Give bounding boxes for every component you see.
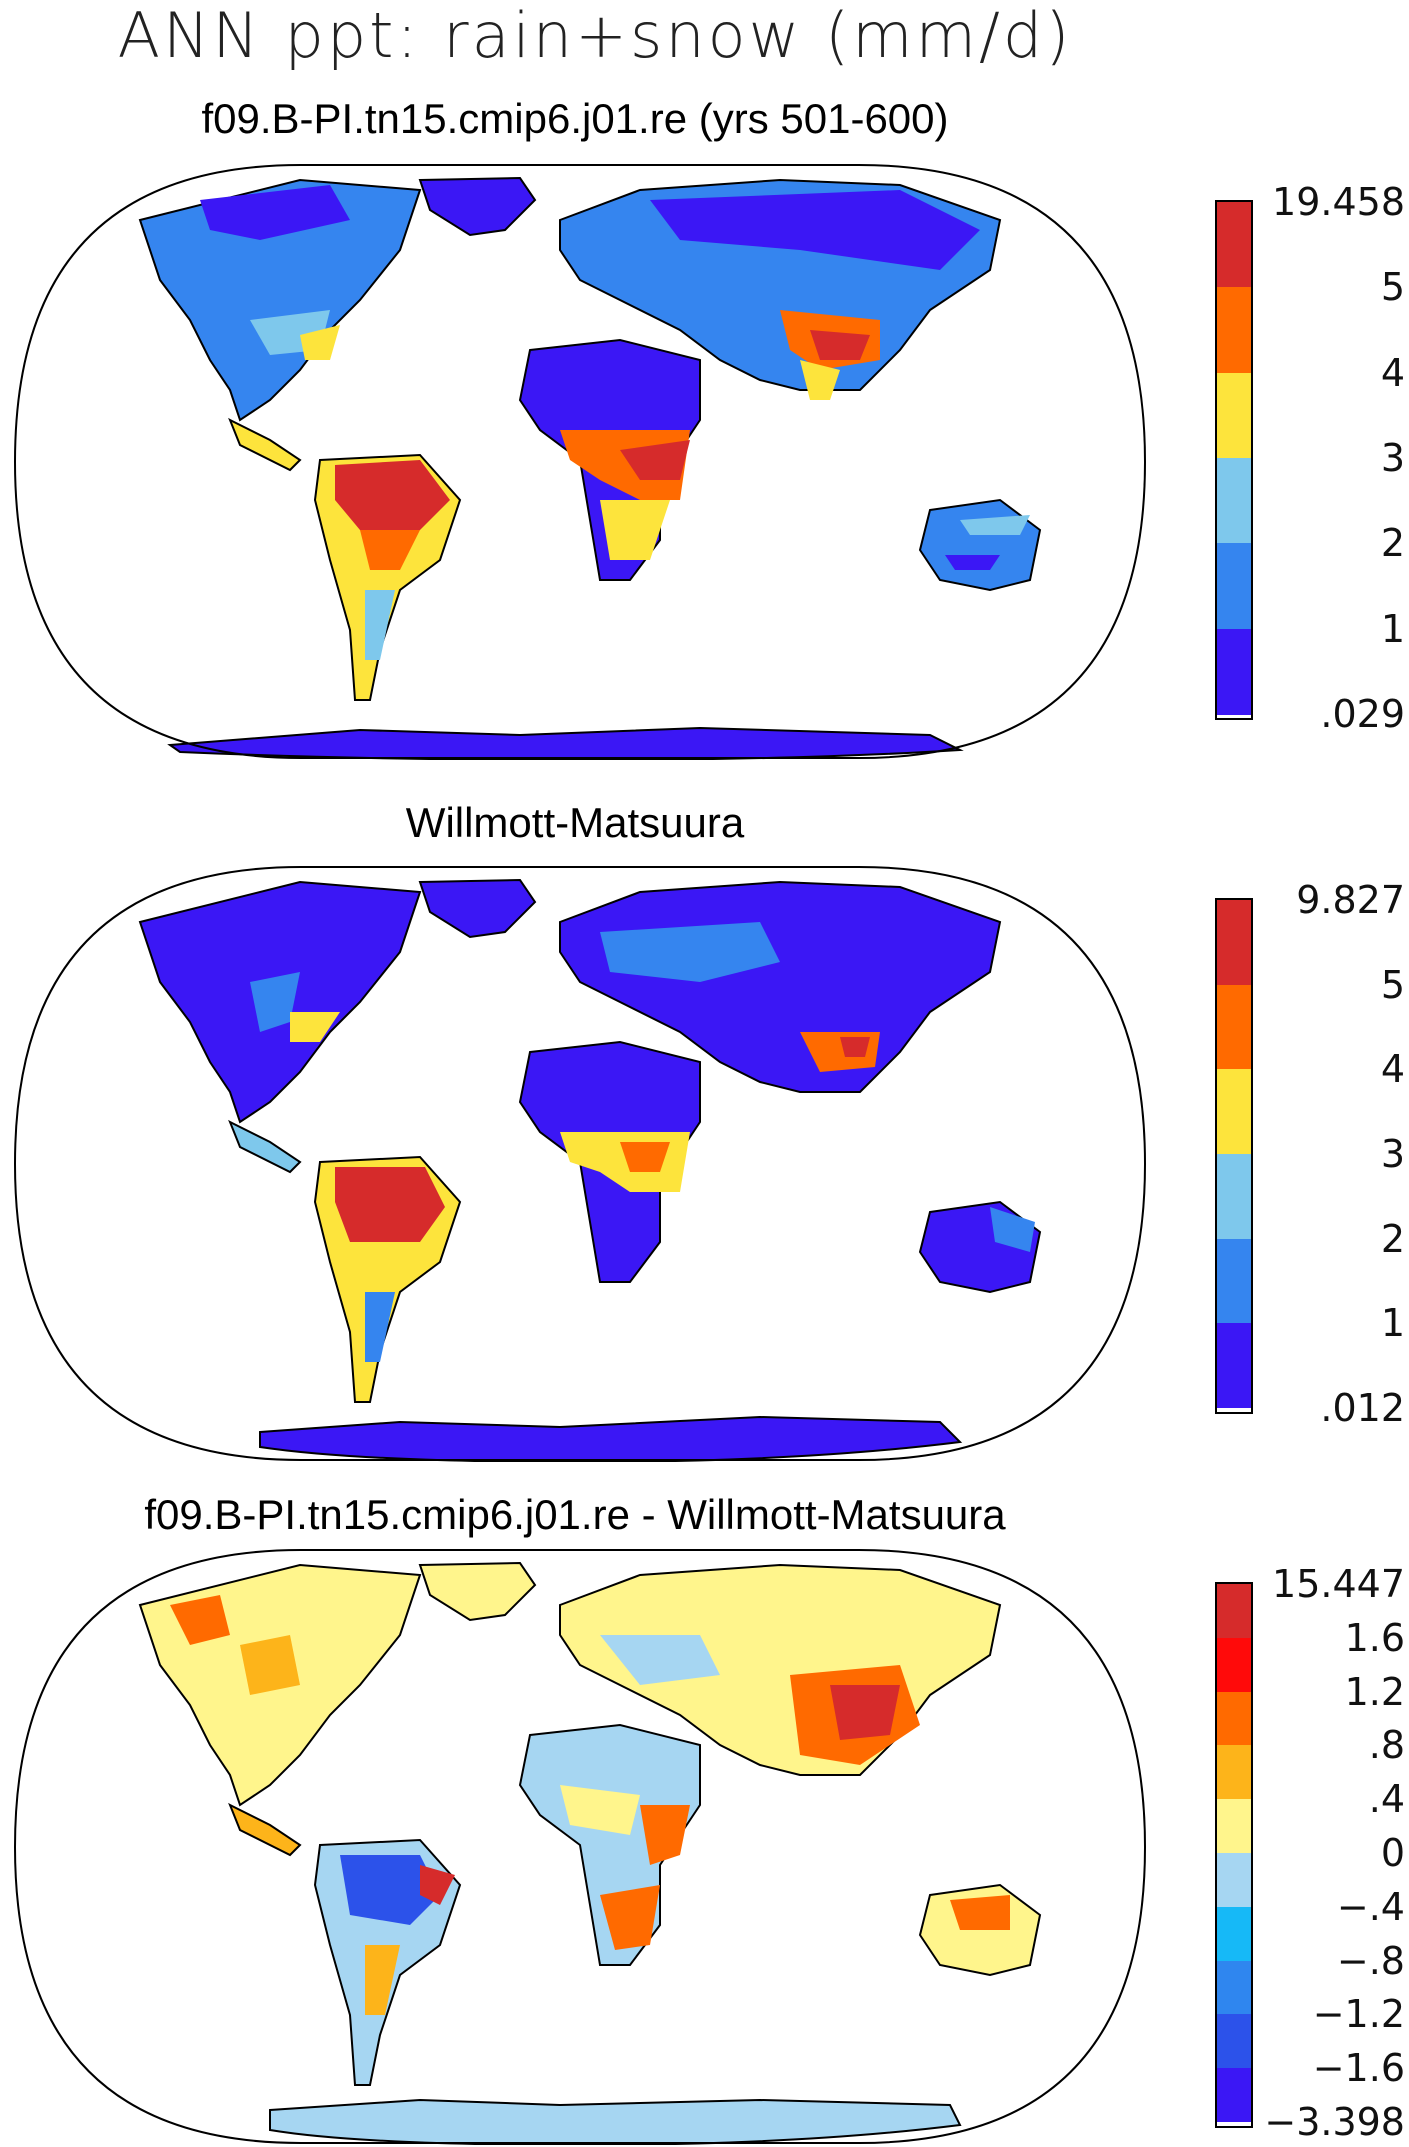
colorbar-segment — [1217, 900, 1251, 985]
colorbar-segment — [1217, 287, 1251, 374]
colorbar-model: 19.458 5 4 3 2 1 .029 — [1215, 182, 1405, 740]
colorbar-segment — [1217, 1584, 1251, 1638]
panel-title-diff: f09.B-PI.tn15.cmip6.j01.re - Willmott-Ma… — [144, 1491, 1006, 1538]
colorbar-label: 5 — [1380, 265, 1405, 310]
colorbar-segment — [1217, 202, 1251, 288]
colorbar-segment — [1217, 1960, 1251, 2015]
colorbar-label: 5 — [1380, 962, 1405, 1007]
colorbar-label: 2 — [1380, 521, 1405, 566]
colorbar-segment — [1217, 458, 1251, 544]
colorbar-segment — [1217, 2068, 1251, 2123]
colorbar-label: −.4 — [1336, 1884, 1405, 1929]
map-content — [138, 878, 1042, 1462]
colorbar-label: 1 — [1380, 606, 1405, 651]
colorbar-segment — [1217, 1069, 1251, 1155]
colorbar-segment — [1217, 1323, 1251, 1409]
colorbar-label: −.8 — [1336, 1938, 1405, 1983]
colorbar-label: −3.398 — [1264, 2100, 1405, 2144]
colorbar-segment — [1217, 543, 1251, 630]
panel-title-model: f09.B-PI.tn15.cmip6.j01.re (yrs 501-600) — [201, 95, 949, 142]
colorbar-label: .8 — [1368, 1723, 1405, 1768]
colorbar-segment — [1217, 1799, 1251, 1854]
colorbar-segment — [1217, 1853, 1251, 1907]
colorbar-label: −1.6 — [1312, 2046, 1405, 2091]
colorbar-label: 3 — [1380, 1132, 1405, 1176]
colorbar-label: 1 — [1380, 1301, 1405, 1346]
colorbar-label: 15.447 — [1272, 1562, 1405, 1606]
colorbar-label: 1.6 — [1344, 1615, 1405, 1660]
colorbar-label: 1.2 — [1344, 1669, 1405, 1714]
colorbar-label: 9.827 — [1296, 878, 1405, 922]
colorbar-segment — [1217, 1691, 1251, 1746]
colorbar-segment — [1217, 372, 1251, 459]
map-content — [138, 176, 1042, 760]
colorbar-obs: 9.827 5 4 3 2 1 .012 — [1215, 880, 1405, 1438]
colorbar-diff: 15.447 1.6 1.2 .8 .4 0 −.4 −.8 −1.2 −1.6 −3.398 — [1215, 1564, 1405, 2142]
colorbar-segment — [1217, 984, 1251, 1070]
colorbar-segment — [1217, 1154, 1251, 1239]
colorbar-label: 0 — [1380, 1831, 1405, 1875]
map-border — [13, 1549, 1147, 2144]
map-border — [13, 164, 1147, 759]
panel-title-obs: Willmott-Matsuura — [405, 799, 745, 846]
colorbar-label: 4 — [1380, 1047, 1405, 1092]
colorbar-segment — [1217, 2014, 1251, 2069]
colorbar-label: 19.458 — [1272, 180, 1405, 224]
colorbar-label: .029 — [1320, 692, 1405, 736]
map-model — [13, 164, 1147, 760]
colorbar-segment — [1217, 628, 1251, 715]
figure-title: ANN ppt: rain+snow (mm/d) — [117, 0, 1073, 72]
colorbar-segment — [1217, 1238, 1251, 1324]
colorbar-segment — [1217, 1745, 1251, 1800]
colorbar-label: .012 — [1320, 1386, 1405, 1430]
map-border — [13, 866, 1147, 1461]
map-obs — [13, 866, 1147, 1462]
map-diff — [13, 1549, 1147, 2145]
colorbar-label: 2 — [1380, 1216, 1405, 1261]
colorbar-label: .4 — [1368, 1777, 1405, 1822]
colorbar-segment — [1217, 1906, 1251, 1961]
map-content — [138, 1561, 1042, 2145]
colorbar-segment — [1217, 1637, 1251, 1692]
colorbar-label: 3 — [1380, 436, 1405, 480]
colorbar-label: 4 — [1380, 350, 1405, 395]
colorbar-label: −1.2 — [1312, 1992, 1405, 2037]
